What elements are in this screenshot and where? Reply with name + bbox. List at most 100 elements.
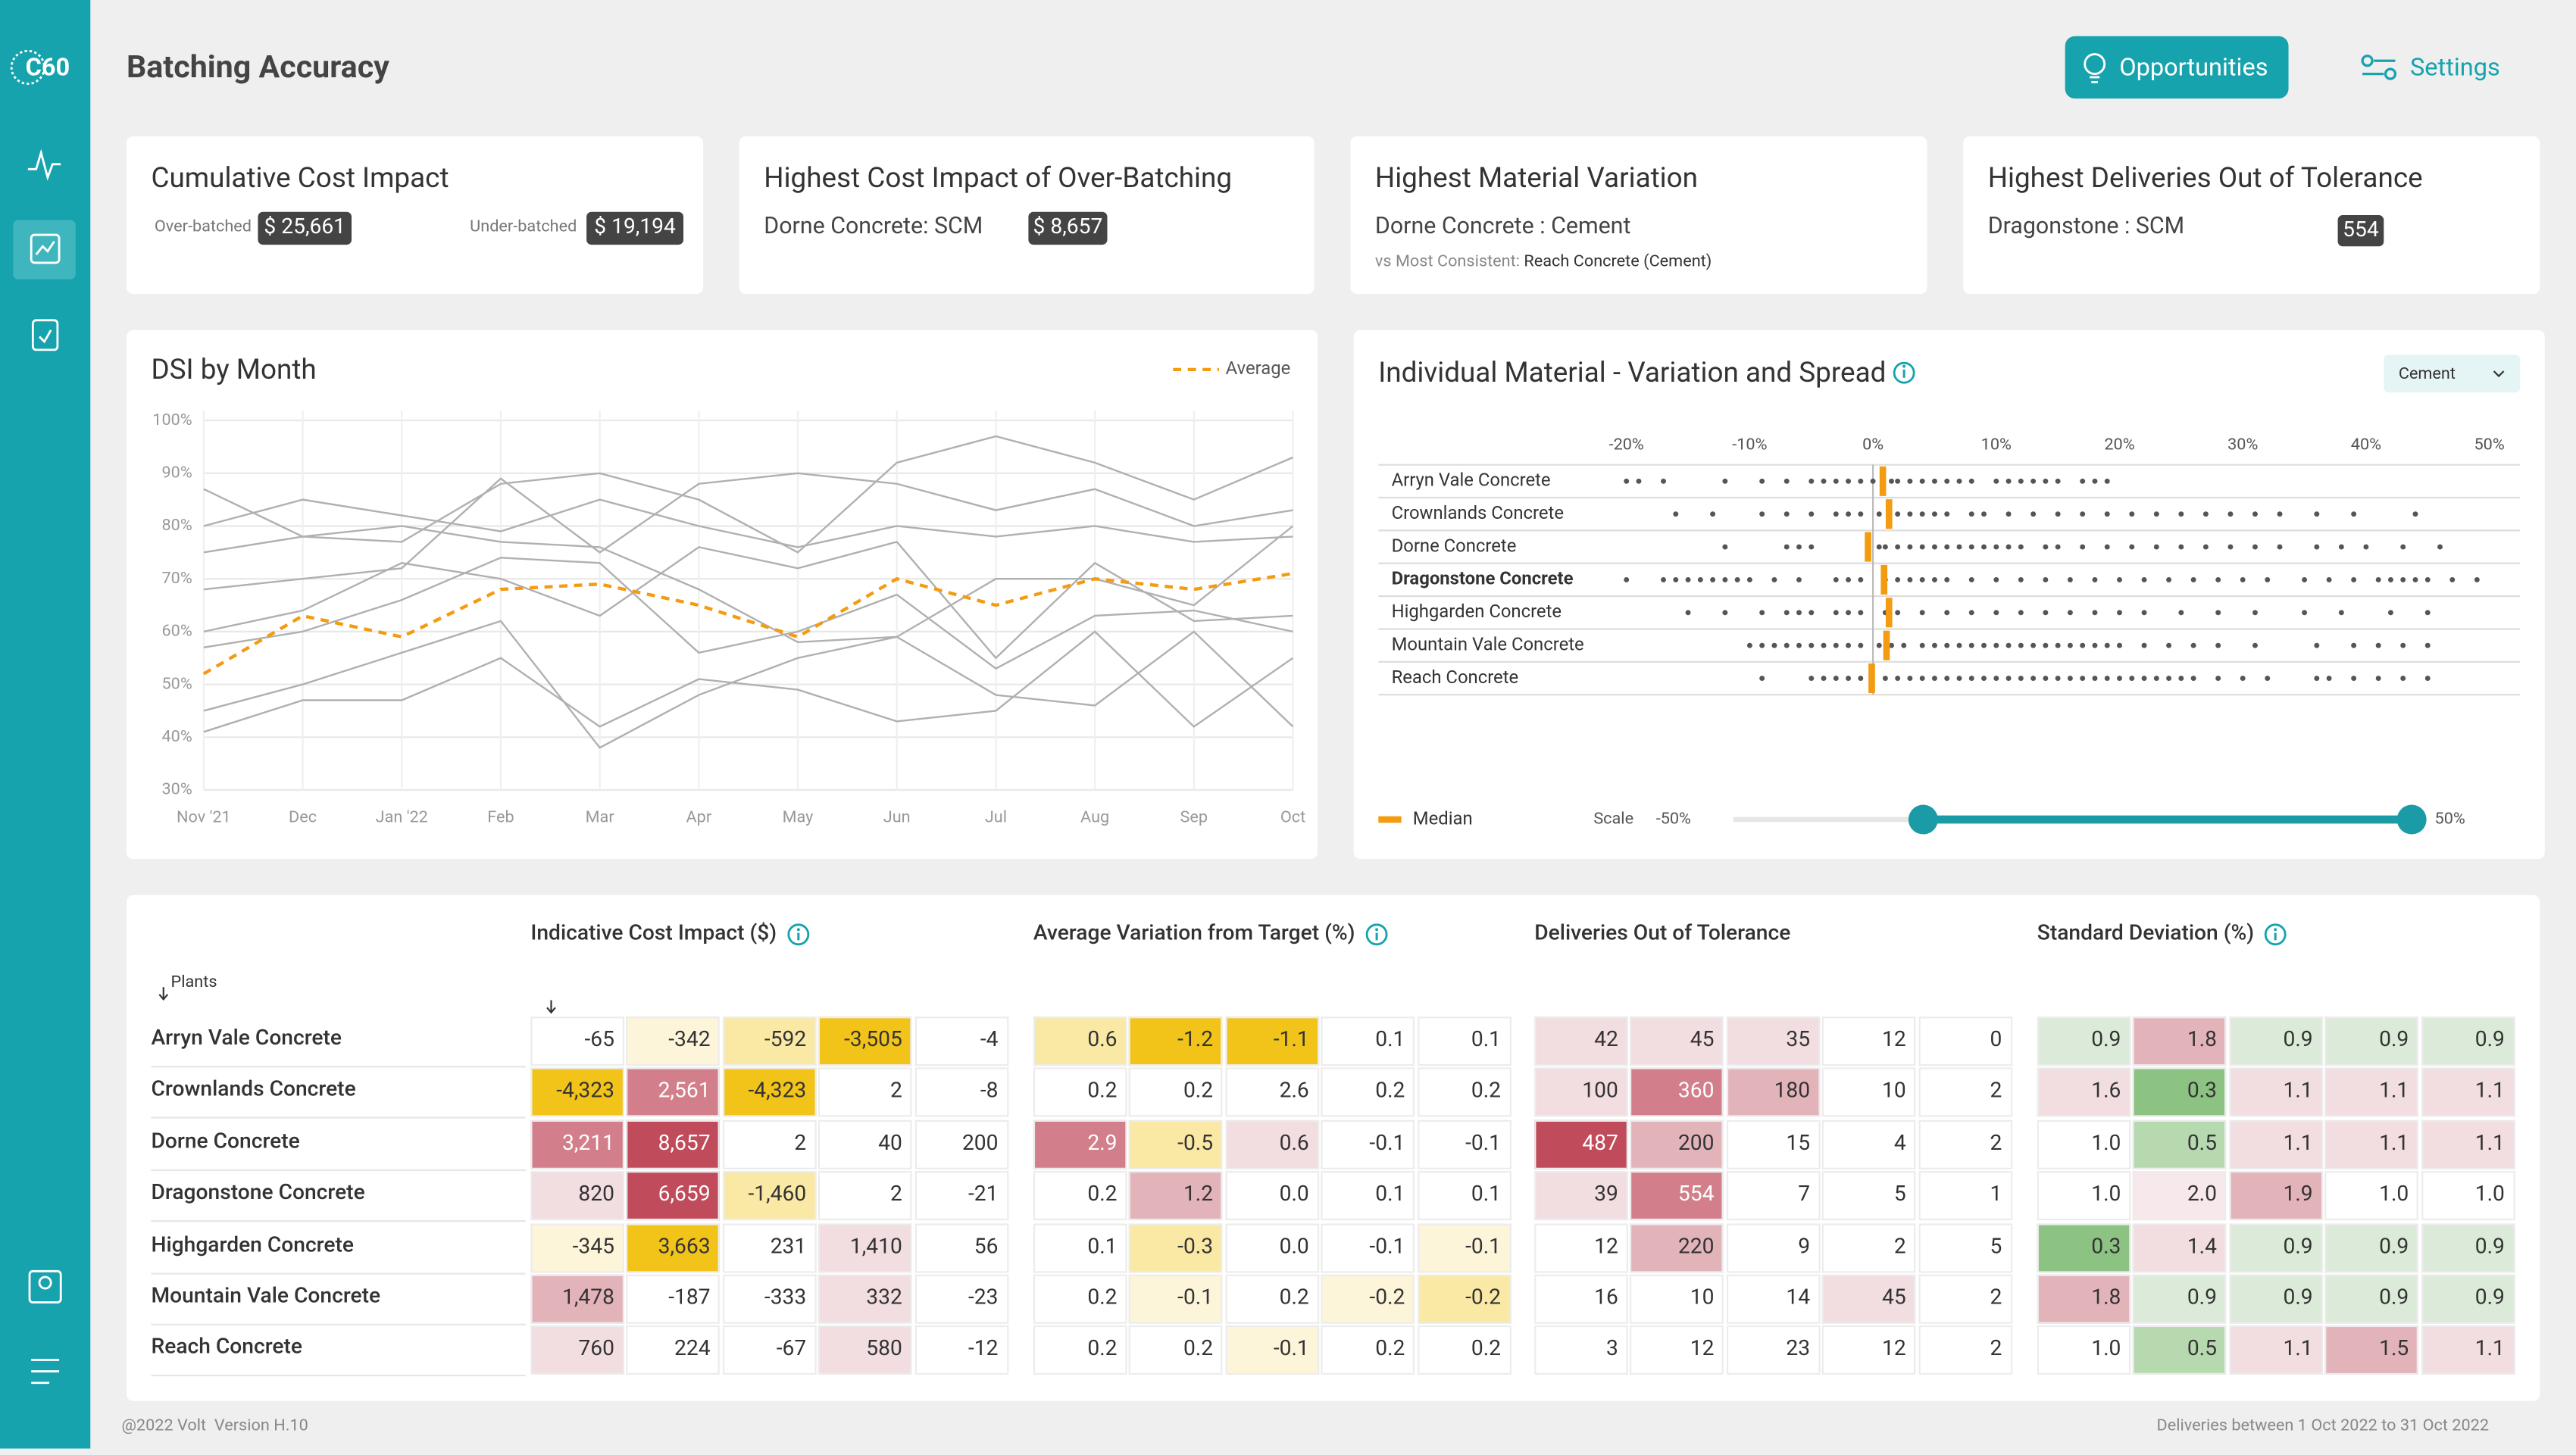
sort-arrow[interactable] (158, 977, 169, 1001)
dot (1661, 576, 1666, 582)
logo-rays (10, 49, 45, 85)
dot (2252, 610, 2258, 616)
dot (1833, 478, 1839, 484)
info-icon[interactable] (787, 921, 810, 946)
dot (2363, 544, 2369, 550)
dot (1858, 576, 1864, 582)
note-label: vs Most Consistent: (1374, 252, 1521, 271)
dot (1809, 642, 1815, 648)
dot (2055, 478, 2061, 484)
opportunities-button[interactable]: Opportunities (2065, 36, 2289, 99)
x-tick-label: 30% (2227, 435, 2258, 454)
table-cell: 0.2 (1417, 1325, 1512, 1375)
table-cell: 1.4 (2133, 1222, 2227, 1272)
table-cell: 2 (818, 1068, 912, 1118)
settings-button[interactable]: Settings (2361, 49, 2525, 89)
activity-icon[interactable] (27, 148, 61, 181)
table-cell: 0.5 (2133, 1325, 2227, 1375)
dsi-panel (126, 329, 1318, 860)
table-cell: 0.1 (1417, 1171, 1512, 1221)
table-cell: 0.9 (2229, 1016, 2323, 1066)
dot (2449, 576, 2456, 582)
group-title: Indicative Cost Impact ($) (530, 921, 777, 946)
dot (1919, 642, 1925, 648)
dot (1771, 576, 1777, 582)
dot (1722, 478, 1728, 484)
dot (2240, 576, 2246, 582)
dot (1722, 544, 1728, 550)
profile-icon[interactable] (28, 1269, 62, 1304)
dot (1882, 544, 1888, 550)
menu-icon[interactable] (31, 1358, 60, 1385)
clipboard-icon[interactable] (31, 319, 59, 351)
dot (2080, 642, 2086, 648)
dropdown-value: Cement (2399, 364, 2456, 383)
table-cell: 1.8 (2133, 1016, 2227, 1066)
dot (2141, 576, 2147, 582)
table-cell: 0.9 (2229, 1222, 2323, 1272)
dot (2005, 478, 2012, 484)
legend-label: Average (1226, 358, 1291, 379)
table-cell: 1.0 (2324, 1171, 2419, 1221)
card-title: Cumulative Cost Impact (151, 162, 449, 196)
sidebar-icons: C60 (10, 49, 76, 1385)
table-cell: 10 (1822, 1068, 1916, 1118)
median-legend-swatch (1378, 816, 1402, 823)
table-cell: 45 (1822, 1274, 1916, 1324)
active-tab[interactable] (13, 220, 76, 279)
card-label: Over-batched (154, 218, 252, 237)
dot (1931, 676, 1937, 682)
row-label: Dorne Concrete (151, 1129, 300, 1154)
note-value: Reach Concrete (Cement) (1524, 252, 1712, 271)
table-cell: -187 (626, 1274, 721, 1324)
dot (1956, 478, 1962, 484)
dot (1624, 478, 1630, 484)
dot (2302, 610, 2308, 616)
slider-handle[interactable] (1908, 804, 1938, 835)
arrow-glyph (158, 987, 169, 1001)
table-cell: 1.0 (2037, 1171, 2131, 1221)
x-tick-label: Feb (487, 808, 514, 827)
info-icon[interactable] (1365, 921, 1388, 946)
info-icon[interactable] (2264, 921, 2287, 946)
slider-handle[interactable] (2396, 804, 2427, 835)
button-label: Opportunities (2119, 52, 2268, 83)
median-mark (1880, 564, 1888, 595)
y-tick-label: 40% (161, 727, 192, 746)
dot (1968, 544, 1974, 550)
row-label: Crownlands Concrete (1392, 502, 1564, 523)
dot (2375, 576, 2381, 582)
chart-icon[interactable] (30, 233, 61, 264)
clipboard-check (39, 329, 52, 344)
table-cell: 1.0 (2037, 1119, 2131, 1169)
sort-arrow[interactable] (546, 991, 557, 1014)
dot (1821, 478, 1827, 484)
dot (2067, 642, 2073, 648)
x-tick-label: 20% (2104, 435, 2134, 454)
dot (2351, 676, 2357, 682)
dot (2018, 610, 2024, 616)
dot (2277, 511, 2283, 517)
dot (2252, 511, 2258, 517)
dot (1833, 610, 1839, 616)
y-tick-label: 50% (161, 674, 192, 693)
dot (2104, 642, 2110, 648)
material-dropdown[interactable] (2384, 354, 2521, 393)
dot (1981, 544, 1987, 550)
dot (2043, 576, 2049, 582)
scale-label: Scale (1593, 810, 1633, 829)
group-title: Average Variation from Target (%) (1033, 921, 1355, 946)
dot (1809, 511, 1815, 517)
table-cell: 0.3 (2037, 1222, 2131, 1272)
info-icon[interactable] (1893, 361, 1915, 384)
table-cell: 554 (1630, 1171, 1724, 1221)
dot (1876, 642, 1882, 648)
dot (2375, 676, 2381, 682)
dot (2424, 610, 2431, 616)
table-cell: 1.1 (2324, 1119, 2419, 1169)
dot (1895, 676, 1901, 682)
card-title: Highest Material Variation (1374, 162, 1699, 196)
y-tick-label: 90% (161, 464, 192, 482)
variation-panel (1353, 329, 2545, 860)
x-tick-label: Dec (289, 808, 317, 827)
